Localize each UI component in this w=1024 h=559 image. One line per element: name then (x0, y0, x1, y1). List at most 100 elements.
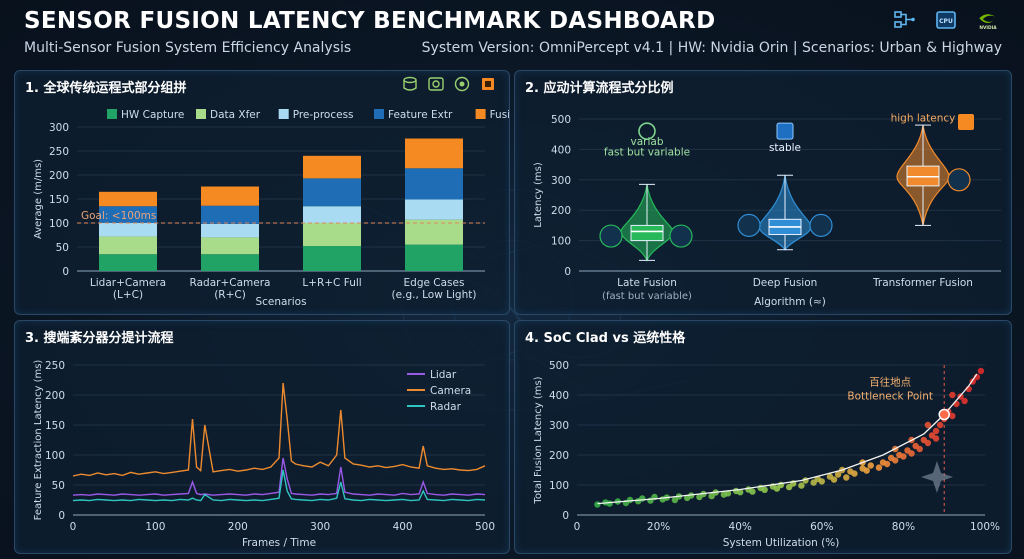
bottleneck-point (938, 408, 950, 421)
bar-segment (99, 191, 157, 207)
legend-swatch (278, 109, 289, 119)
y-tick-label: 300 (49, 122, 69, 134)
panel3-title: 3. 搜端紊分器分提计流程 (25, 331, 174, 346)
y-tick-label: 50 (56, 242, 69, 254)
legend-label: Data Xfer (210, 109, 261, 121)
bar-segment (201, 254, 259, 271)
x-axis-title: Frames / Time (242, 537, 316, 549)
scatter-point (892, 457, 899, 464)
panel2-title: 2. 应动计算流程式分比例 (525, 81, 674, 96)
annotation-label: stable (769, 142, 801, 154)
scatter-point (924, 439, 932, 447)
y-axis-title: Latency (ms) (533, 162, 544, 228)
scatter-point (961, 397, 968, 405)
scatter-point (798, 482, 805, 489)
legend-label: Feature Extr (388, 109, 453, 121)
y-axis-title: Feature Extraction Latency (ms) (33, 360, 44, 521)
bar-segment (303, 178, 361, 207)
scatter-point (949, 391, 956, 399)
y-tick-label: 200 (551, 205, 571, 217)
annotation-label: fast but variable (604, 146, 690, 158)
bar-segment (201, 186, 259, 206)
y-tick-label: 150 (49, 194, 69, 206)
sparkle-icon (921, 461, 953, 493)
algorithm-badge-icon (599, 224, 623, 248)
high-latency-chip-icon (958, 114, 974, 131)
nvidia-logo-icon: NVIDIA (974, 9, 1002, 31)
x-tick-label: L+R+C Full (302, 277, 361, 289)
y-tick-label: 400 (551, 144, 571, 156)
x-axis-title: Scenarios (255, 296, 306, 308)
bar-segment (405, 199, 463, 220)
x-tick-label: Lidar+Camera (90, 277, 166, 289)
algorithm-badge-icon (737, 213, 761, 237)
y-tick-label: 100 (45, 450, 65, 462)
sensor-network-icon[interactable] (890, 9, 918, 31)
y-tick-label: 400 (549, 390, 569, 402)
panel-soc-utilization: 4. SoC Clad vs 运统性格 0 100 200 300 400 500 0 20%… (514, 320, 1012, 554)
cpu-icon[interactable]: CPU (932, 9, 960, 31)
page-subtitle: Multi-Sensor Fusion System Efficiency An… (24, 40, 352, 56)
y-tick-label: 200 (45, 390, 65, 402)
panel-feature-extraction: 3. 搜端紊分器分提计流程 0 50 100 150 200 250 0 100 200 300 4… (14, 320, 510, 554)
bar-segment (99, 236, 157, 255)
scatter-point (936, 421, 944, 429)
y-tick-label: 200 (549, 450, 569, 462)
x-tick-label: 500 (475, 521, 495, 533)
legend-label: Fusion Algo (490, 109, 509, 121)
legend-swatch (475, 109, 486, 119)
scatter-point (749, 488, 756, 495)
x-tick-label: 400 (393, 521, 413, 533)
box-iqr (630, 224, 664, 242)
nvidia-logo-text: NVIDIA (979, 25, 997, 31)
scatter-point (932, 435, 940, 442)
y-axis-title: Total Fusion Latency (ms) (533, 376, 544, 504)
bar-segment (99, 254, 157, 271)
trend-line (597, 373, 978, 505)
scatter-point (594, 501, 601, 508)
panel1-icons (401, 76, 497, 92)
line-chart: 0 50 100 150 200 250 0 100 200 300 400 500 Lidar Came… (33, 360, 495, 549)
bar-segment (405, 138, 463, 169)
system-info: System Version: OmniPercept v4.1 | HW: N… (421, 40, 1002, 56)
y-tick-label: 100 (551, 236, 571, 248)
y-tick-label: 50 (52, 480, 65, 492)
bottleneck-label: Bottleneck Point (847, 391, 933, 403)
y-tick-label: 100 (49, 218, 69, 230)
bar-segment (405, 219, 463, 245)
svg-text:CPU: CPU (939, 18, 953, 25)
x-tick-label: 20% (647, 521, 670, 533)
x-tick-sublabel: (fast but variable) (602, 291, 692, 302)
y-tick-label: 500 (549, 360, 569, 372)
x-tick-label: 200 (228, 521, 248, 533)
legend-label: Camera (430, 385, 471, 397)
x-tick-label: Edge Cases (404, 277, 465, 289)
y-axis-title: Average (m/ms) (33, 159, 44, 239)
x-axis-title: Algorithm (≈) (754, 296, 826, 308)
scatter-point (883, 460, 891, 468)
scatter-point (606, 500, 613, 507)
y-tick-label: 100 (549, 480, 569, 492)
bar-segment (201, 223, 259, 238)
legend-label: Radar (430, 401, 462, 413)
camera-lens-icon (454, 76, 470, 92)
series-line (72, 469, 486, 502)
panel-algorithm-latency: 2. 应动计算流程式分比例 0 100 200 300 400 500 Late Fusio… (514, 70, 1012, 315)
bar-segment (303, 246, 361, 271)
y-tick-label: 250 (49, 146, 69, 158)
radar-icon (428, 77, 444, 91)
box-plot-chart: 0 100 200 300 400 500 Late Fusion (fast but var… (533, 112, 1001, 308)
goal-label: Goal: <100ms (81, 210, 156, 222)
bar-segment (201, 205, 259, 224)
scatter-point (900, 453, 907, 460)
scatter-point (639, 495, 646, 502)
scatter-point (724, 490, 732, 497)
x-tick-label: (R+C) (214, 289, 246, 301)
scatter-point (834, 471, 842, 478)
algorithm-badge-icon (809, 213, 833, 237)
x-tick-label: Transformer Fusion (872, 277, 973, 289)
scatter-point (818, 478, 825, 485)
x-tick-label: 40% (729, 521, 752, 533)
scatter-point (626, 496, 634, 504)
stacked-bar-chart: 0 50 100 150 200 250 300 HW Capture Data Xfer Pre… (33, 109, 509, 308)
